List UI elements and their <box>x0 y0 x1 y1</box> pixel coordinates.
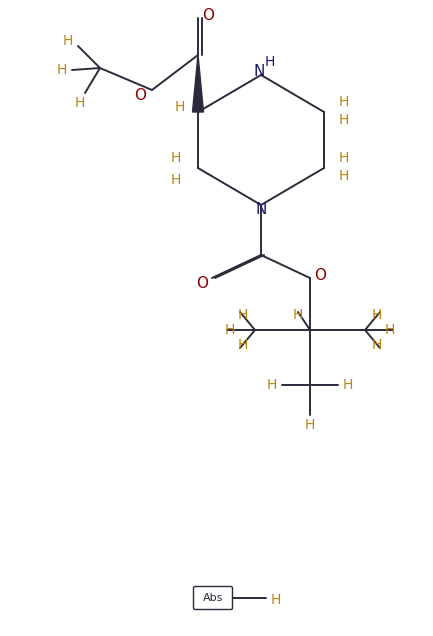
Text: H: H <box>339 169 349 183</box>
Polygon shape <box>193 55 204 112</box>
Text: H: H <box>175 100 185 114</box>
Text: H: H <box>271 593 281 607</box>
Text: H: H <box>372 308 382 322</box>
Text: H: H <box>267 378 277 392</box>
Text: H: H <box>343 378 353 392</box>
Text: H: H <box>225 323 235 337</box>
Text: H: H <box>265 55 275 69</box>
Text: H: H <box>57 63 67 77</box>
Text: H: H <box>238 338 248 352</box>
Text: H: H <box>305 418 315 432</box>
Text: N: N <box>253 64 265 80</box>
Text: H: H <box>171 173 181 187</box>
Text: Abs: Abs <box>203 593 223 603</box>
FancyBboxPatch shape <box>194 586 233 609</box>
Text: H: H <box>339 113 349 127</box>
Text: H: H <box>238 308 248 322</box>
Text: H: H <box>339 95 349 109</box>
Text: H: H <box>75 96 85 110</box>
Text: O: O <box>134 88 146 102</box>
Text: O: O <box>202 8 214 22</box>
Text: H: H <box>372 338 382 352</box>
Text: H: H <box>293 308 303 322</box>
Text: H: H <box>171 151 181 165</box>
Text: N: N <box>255 202 267 216</box>
Text: O: O <box>196 275 208 291</box>
Text: O: O <box>314 268 326 284</box>
Text: H: H <box>339 151 349 165</box>
Text: H: H <box>63 34 73 48</box>
Text: H: H <box>385 323 395 337</box>
